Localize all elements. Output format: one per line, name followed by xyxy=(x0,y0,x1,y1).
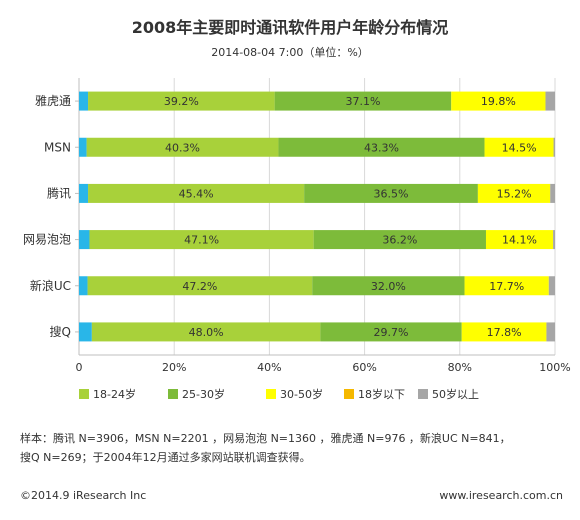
data-label: 37.1% xyxy=(345,95,380,108)
sample-note: 样本：腾讯 N=3906，MSN N=2201 ，网易泡泡 N=1360 ，雅虎… xyxy=(20,429,565,467)
website-link[interactable]: www.iresearch.com.cn xyxy=(439,489,563,502)
bar-segment xyxy=(312,276,465,296)
x-tick-label: 40% xyxy=(257,361,281,374)
bar-segment xyxy=(79,183,89,203)
legend-swatch xyxy=(344,389,354,399)
data-label: 39.2% xyxy=(164,95,199,108)
bar-segment xyxy=(91,322,321,342)
category-label: 网易泡泡 xyxy=(23,233,71,247)
sample-note-line-2: 搜Q N=269；于2004年12月通过多家网站联机调查获得。 xyxy=(20,451,311,464)
bar-segment xyxy=(484,137,554,157)
data-label: 14.1% xyxy=(502,234,537,247)
bar-segment xyxy=(464,276,549,296)
x-tick-label: 0 xyxy=(76,361,83,374)
data-label: 19.8% xyxy=(481,95,516,108)
bar-segment xyxy=(278,137,485,157)
legend-label: 18岁以下 xyxy=(358,387,405,401)
data-label: 14.5% xyxy=(502,141,537,154)
data-label: 36.5% xyxy=(374,187,409,200)
bar-segment xyxy=(320,322,462,342)
data-label: 29.7% xyxy=(374,326,409,339)
data-label: 47.1% xyxy=(184,234,219,247)
category-label: 腾讯 xyxy=(47,185,71,200)
bar-segment xyxy=(548,276,555,296)
x-tick-label: 100% xyxy=(539,361,570,374)
chart-subtitle: 2014-08-04 7:00（单位：%） xyxy=(211,46,369,59)
legend-swatch xyxy=(266,389,276,399)
data-label: 17.8% xyxy=(487,326,522,339)
bar-segment xyxy=(313,230,486,250)
category-label: 搜Q xyxy=(50,324,71,339)
legend-swatch xyxy=(79,389,89,399)
bar-segment xyxy=(545,91,555,111)
bar-segment xyxy=(88,183,305,203)
stacked-bar-chart: 雅虎通 39.2% 37.1% 19.8% MSN 40.3% 43.3% 14.5% 腾讯 45… xyxy=(23,78,571,401)
bar-segment xyxy=(550,183,555,203)
x-tick-label: 20% xyxy=(162,361,186,374)
chart-title: 2008年主要即时通讯软件用户年龄分布情况 xyxy=(131,18,449,37)
data-label: 43.3% xyxy=(364,141,399,154)
bar-segment xyxy=(461,322,547,342)
bar-segment xyxy=(485,230,554,250)
category-label: 雅虎通 xyxy=(35,93,71,108)
bar-segment xyxy=(87,276,313,296)
legend-label: 25-30岁 xyxy=(182,387,225,401)
category-label: MSN xyxy=(44,140,71,154)
bar-segment xyxy=(553,230,555,250)
data-label: 48.0% xyxy=(189,326,224,339)
bar-segment xyxy=(86,137,279,157)
legend-label: 18-24岁 xyxy=(93,387,136,401)
bar-segment xyxy=(477,183,551,203)
bar-segment xyxy=(89,230,314,250)
data-label: 32.0% xyxy=(371,280,406,293)
copyright-text: ©2014.9 iResearch Inc xyxy=(20,489,147,502)
legend-swatch xyxy=(168,389,178,399)
bar-segment xyxy=(79,276,88,296)
x-tick-label: 60% xyxy=(352,361,376,374)
bar-segment xyxy=(451,91,546,111)
data-label: 45.4% xyxy=(179,187,214,200)
data-label: 47.2% xyxy=(182,280,217,293)
bar-segment xyxy=(79,91,89,111)
data-label: 40.3% xyxy=(165,141,200,154)
bar-segment xyxy=(274,91,452,111)
bar-segment xyxy=(88,91,275,111)
legend-label: 50岁以上 xyxy=(432,387,479,401)
bar-segment xyxy=(79,322,92,342)
bar-segment xyxy=(553,137,555,157)
legend-swatch xyxy=(418,389,428,399)
data-label: 17.7% xyxy=(489,280,524,293)
legend-label: 30-50岁 xyxy=(280,387,323,401)
x-tick-label: 80% xyxy=(448,361,472,374)
bar-segment xyxy=(79,137,87,157)
sample-note-line-1: 样本：腾讯 N=3906，MSN N=2201 ，网易泡泡 N=1360 ，雅虎… xyxy=(20,432,511,445)
category-label: 新浪UC xyxy=(30,278,71,293)
bar-segment xyxy=(304,183,478,203)
data-label: 15.2% xyxy=(497,187,532,200)
bar-segment xyxy=(546,322,555,342)
data-label: 36.2% xyxy=(382,234,417,247)
bar-segment xyxy=(79,230,90,250)
